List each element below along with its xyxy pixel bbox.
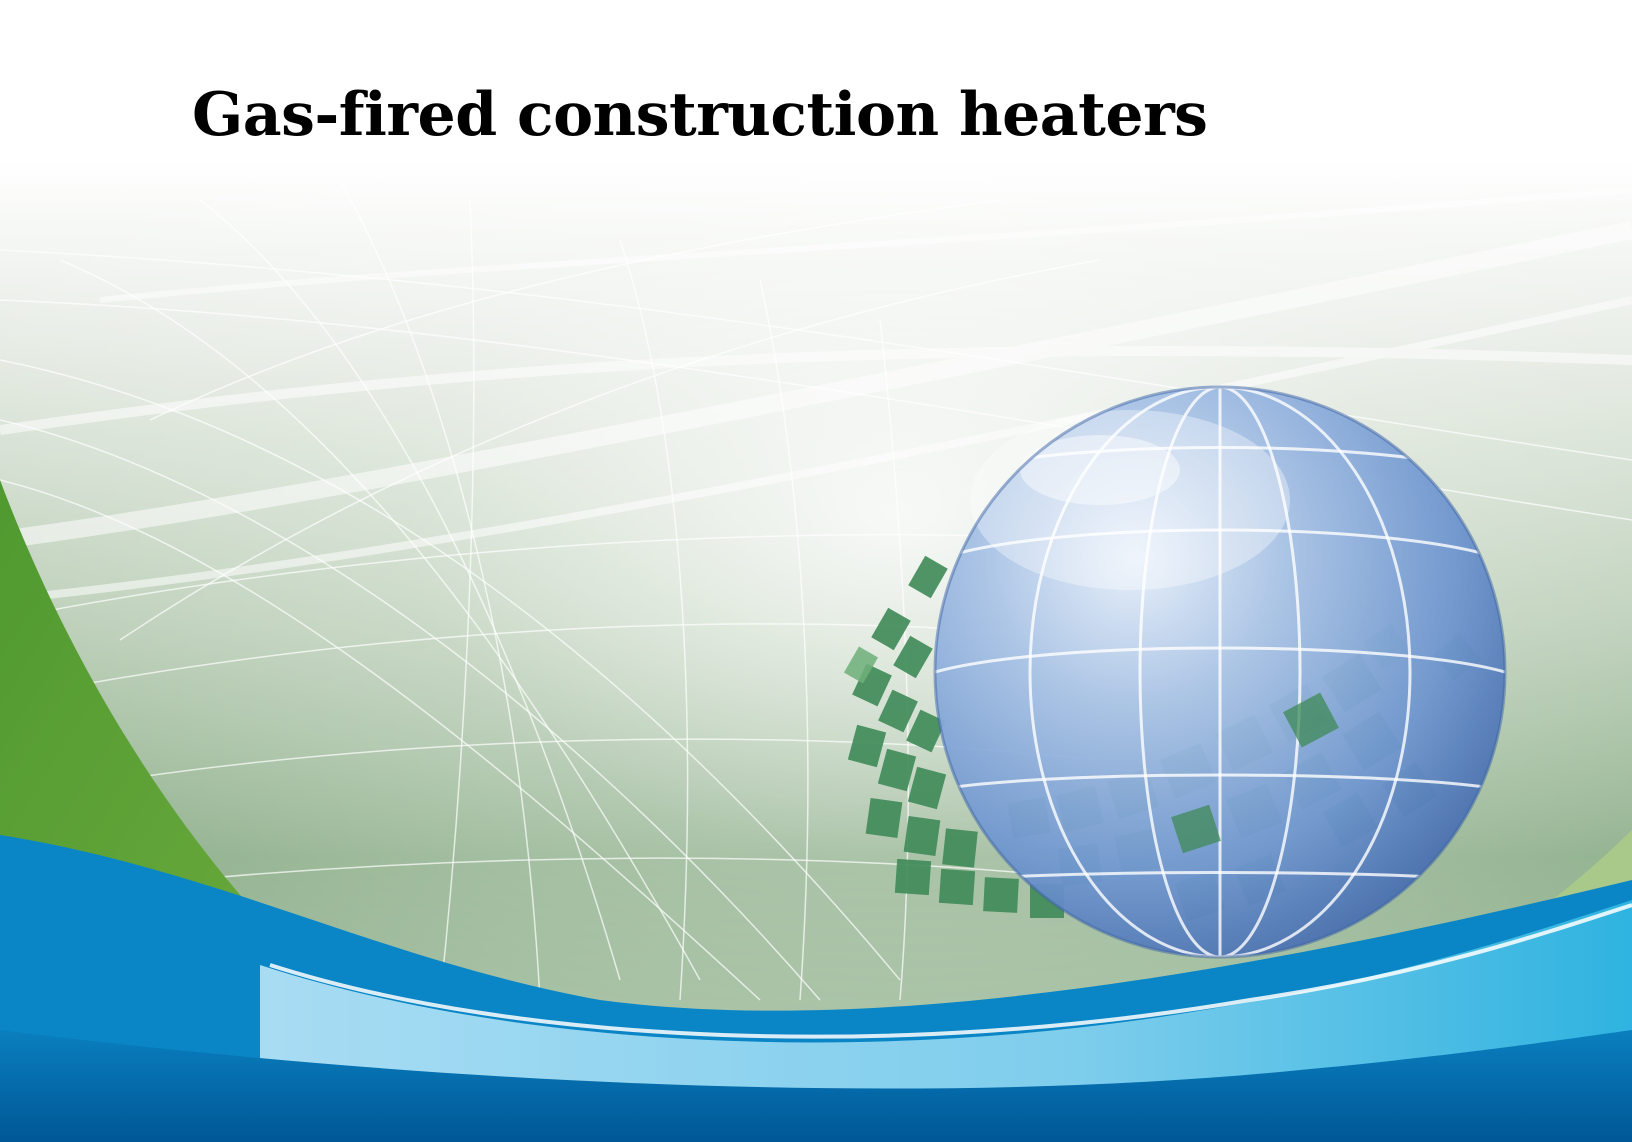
deep-blue-band bbox=[0, 1030, 1632, 1142]
wire-mesh-lines bbox=[0, 179, 1632, 1001]
green-band bbox=[0, 480, 300, 960]
page-title: Gas-fired construction heaters bbox=[192, 80, 1208, 150]
globe-graphic bbox=[933, 385, 1507, 959]
